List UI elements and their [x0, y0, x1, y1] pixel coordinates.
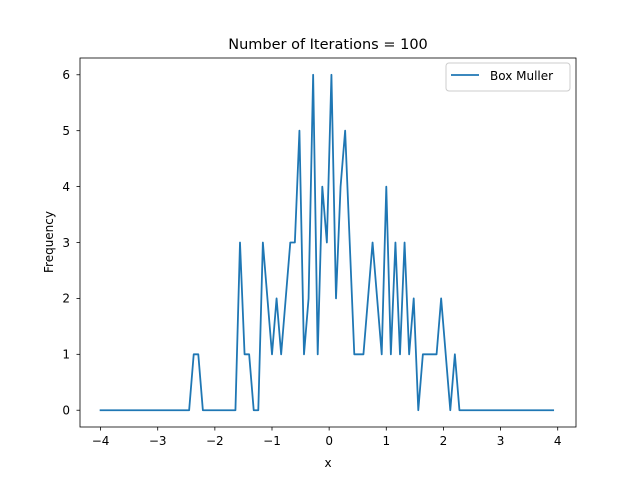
x-tick-label: 4 — [554, 434, 562, 448]
x-axis-ticks: −4 −3 −2 −1 0 1 2 3 4 — [92, 427, 562, 448]
x-axis-label: x — [324, 456, 331, 470]
x-tick-label: −2 — [206, 434, 224, 448]
x-tick-label: −4 — [92, 434, 110, 448]
legend-label-box-muller: Box Muller — [490, 69, 553, 83]
y-axis-ticks: 0 1 2 3 4 5 6 — [62, 68, 80, 418]
x-tick-label: 2 — [440, 434, 448, 448]
legend-box — [445, 62, 571, 92]
plot-area — [99, 73, 555, 412]
x-tick-label: 0 — [325, 434, 333, 448]
series-line-box-muller — [99, 73, 555, 412]
x-tick-label: 1 — [382, 434, 390, 448]
y-tick-label: 6 — [62, 68, 70, 82]
x-tick-label: 3 — [497, 434, 505, 448]
y-axis-label: Frequency — [42, 211, 56, 273]
y-tick-label: 4 — [62, 180, 70, 194]
chart-title: Number of Iterations = 100 — [228, 37, 428, 53]
y-tick-label: 5 — [62, 124, 70, 138]
y-tick-label: 2 — [62, 292, 70, 306]
y-tick-label: 0 — [62, 404, 70, 418]
x-tick-label: −1 — [263, 434, 281, 448]
x-tick-label: −3 — [149, 434, 167, 448]
y-tick-label: 3 — [62, 236, 70, 250]
legend: Box Muller — [445, 62, 571, 92]
y-tick-label: 1 — [62, 348, 70, 362]
